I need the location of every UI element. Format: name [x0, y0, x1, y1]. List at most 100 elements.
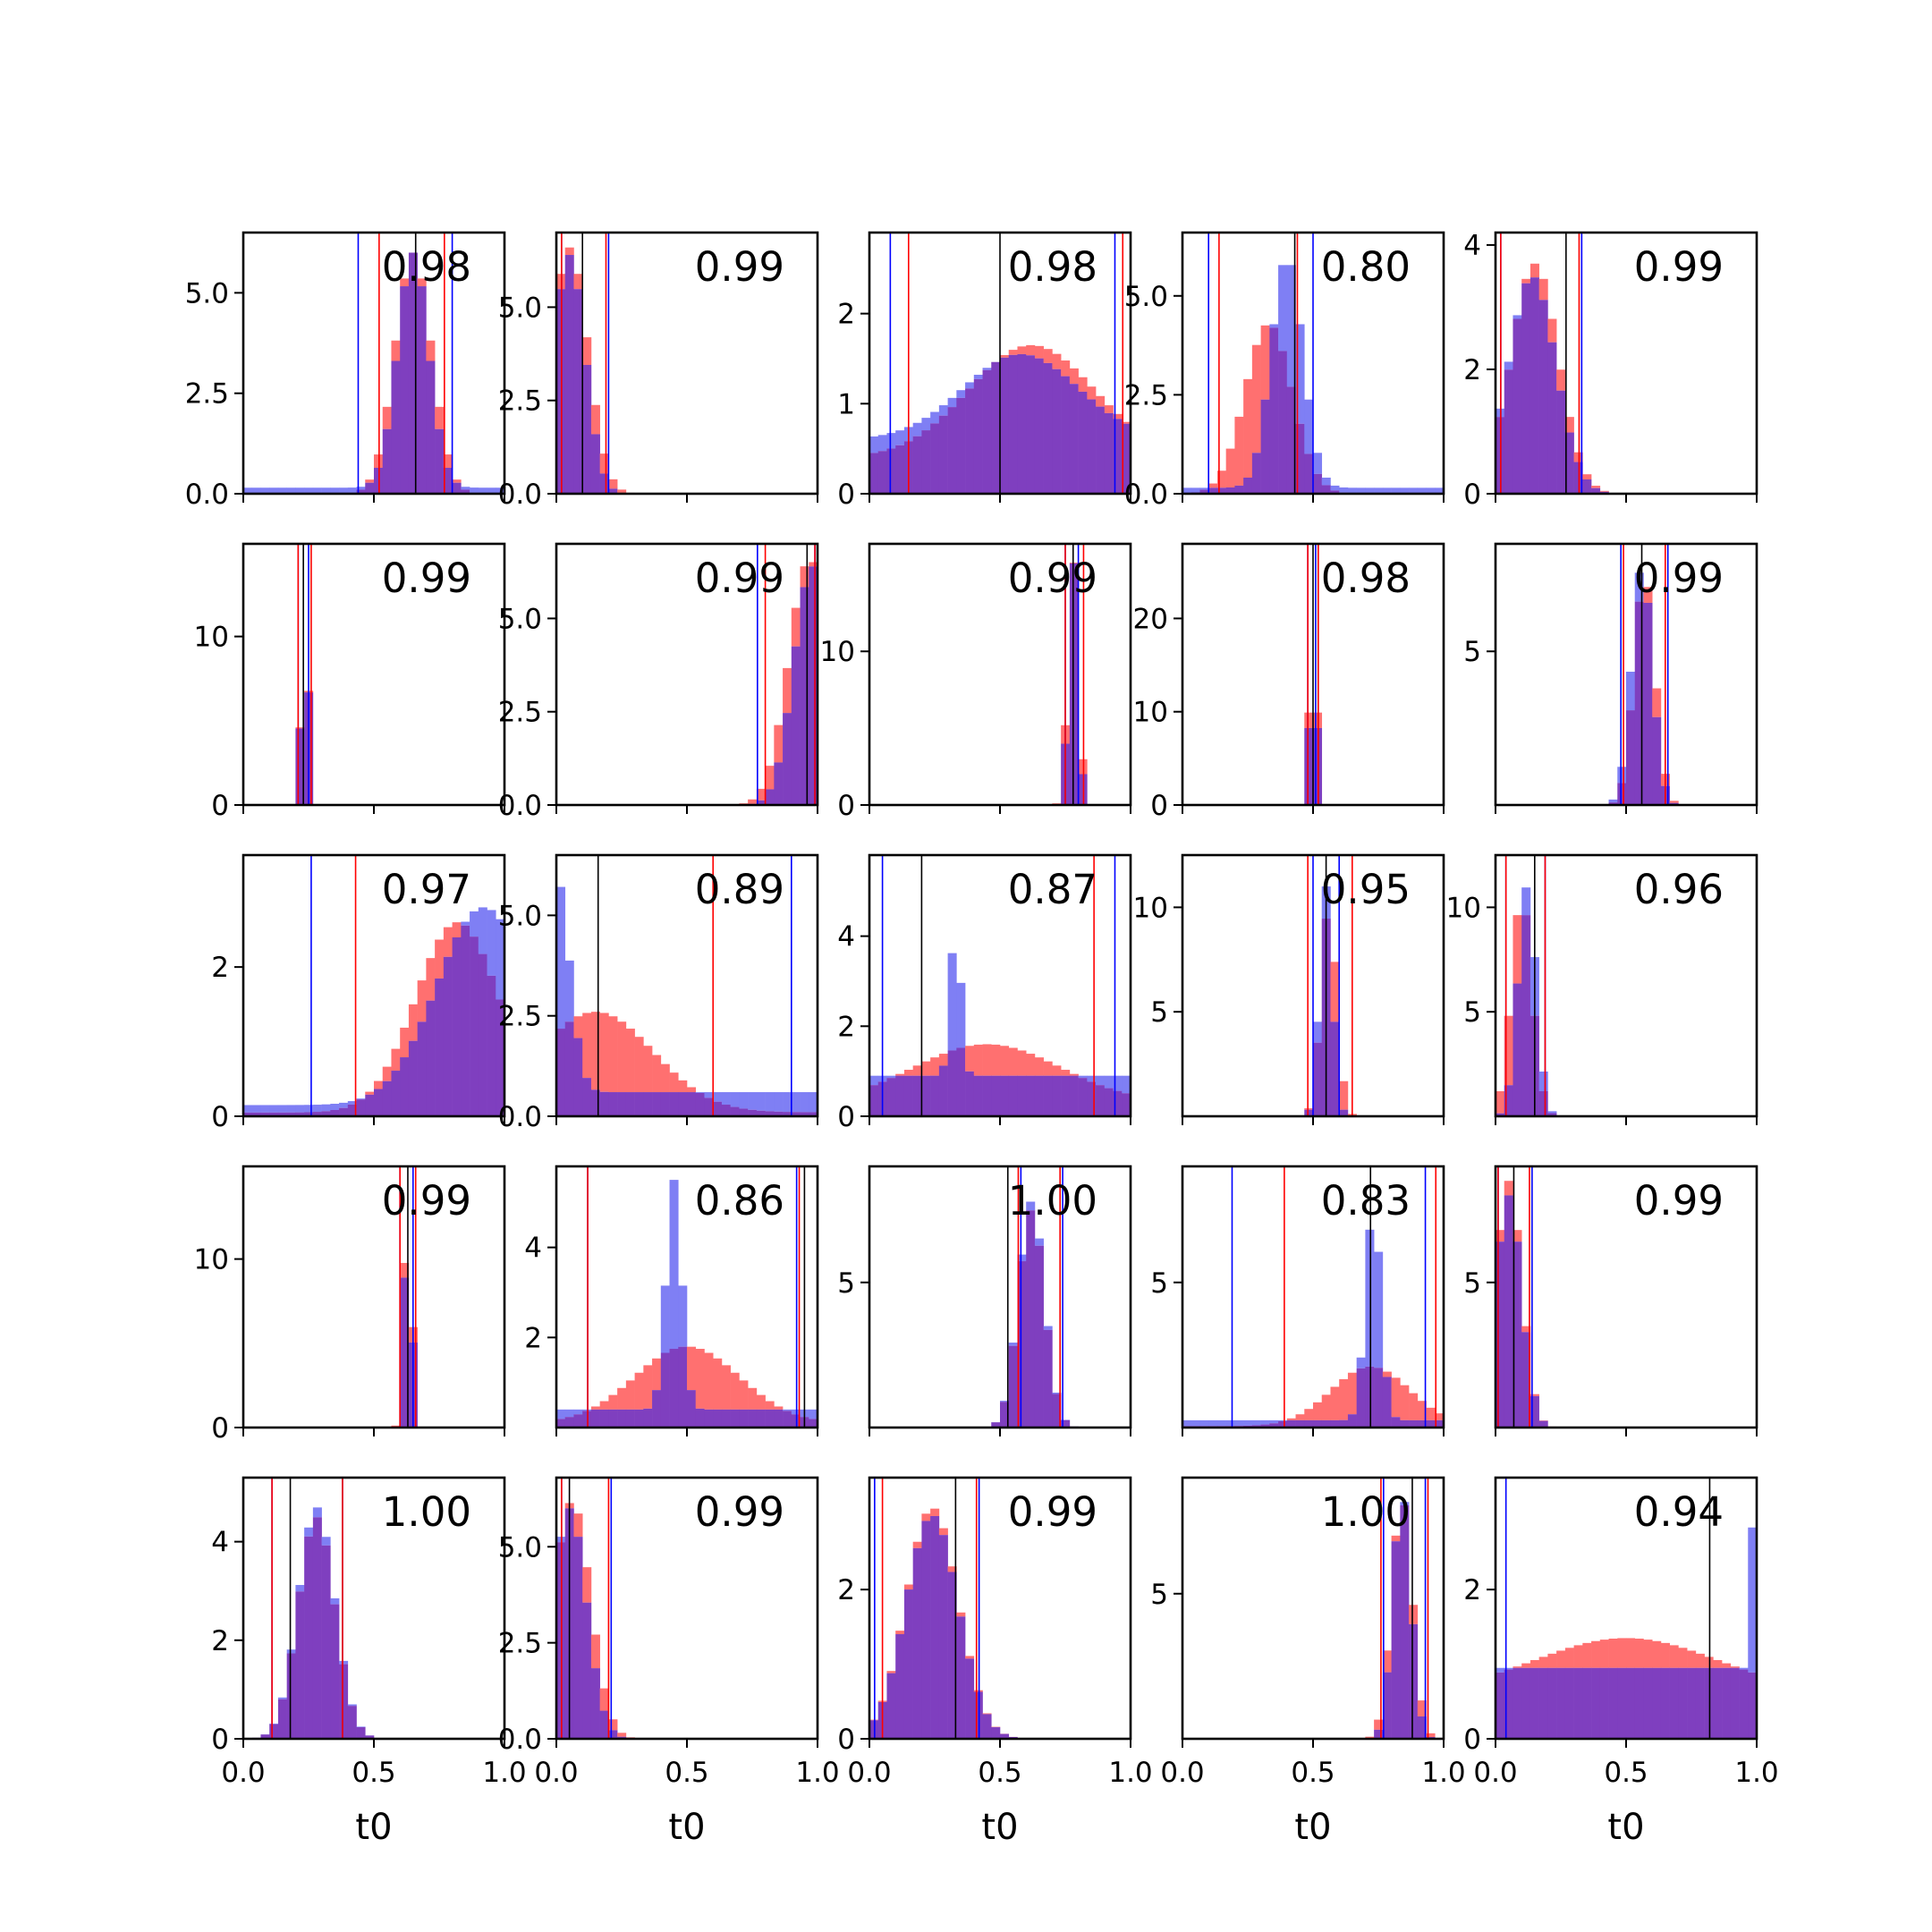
red-hist-bar [947, 1566, 957, 1572]
overlap-hist-bar [938, 1535, 948, 1739]
overlap-hist-bar [1304, 727, 1314, 805]
overlap-hist-bar [435, 428, 445, 494]
y-tick-label: 2.5 [498, 1628, 542, 1660]
overlap-hist-bar [938, 1065, 948, 1116]
overlap-hist-bar [930, 423, 940, 494]
overlap-hist-bar [608, 1409, 618, 1428]
y-tick-label: 2 [837, 1574, 855, 1606]
overlap-hist-bar [1087, 399, 1097, 494]
overlap-hist-bar [774, 1409, 784, 1428]
red-hist-bar [1634, 1639, 1644, 1668]
overlap-hist-bar [1043, 1075, 1053, 1116]
overlap-hist-bar [895, 445, 905, 494]
coverage-annotation: 0.89 [695, 866, 784, 913]
blue-hist-bar [260, 1105, 270, 1113]
y-tick-label: 4 [524, 1233, 542, 1265]
blue-hist-bar [1365, 487, 1375, 494]
subplot-r0-c0: 0.0 2.5 5.0 0.98 [185, 231, 506, 511]
red-hist-bar [660, 1063, 670, 1093]
red-hist-bar [1426, 1733, 1436, 1738]
red-hist-bar [1556, 369, 1566, 391]
red-hist-bar [912, 1065, 922, 1076]
y-tick-label: 10 [1446, 892, 1481, 924]
overlap-hist-bar [625, 1092, 635, 1116]
overlap-hist-bar [713, 1101, 723, 1116]
red-hist-bar [809, 562, 818, 567]
overlap-hist-bar [965, 388, 975, 494]
blue-hist-bar [1748, 1527, 1758, 1673]
red-hist-bar [748, 1387, 758, 1410]
overlap-hist-bar [1521, 283, 1531, 494]
coverage-annotation: 0.99 [382, 1177, 471, 1224]
blue-hist-bar [1538, 1072, 1548, 1091]
overlap-hist-bar [1582, 479, 1592, 494]
red-hist-bar [783, 667, 792, 714]
overlap-hist-bar [877, 451, 887, 494]
overlap-hist-bar [478, 953, 487, 1116]
red-hist-bar [1599, 490, 1609, 492]
red-hist-bar [912, 1541, 922, 1548]
blue-hist-bar [295, 1105, 305, 1113]
overlap-hist-bar [260, 1734, 270, 1739]
red-hist-bar [1330, 1386, 1340, 1420]
overlap-hist-bar [1617, 783, 1627, 805]
red-hist-bar [1513, 1666, 1522, 1668]
overlap-hist-bar [634, 1409, 644, 1428]
red-hist-bar [895, 1631, 905, 1635]
y-tick-label: 4 [211, 1527, 229, 1559]
subplot-r0-c1: 0.0 2.5 5.0 0.99 [498, 231, 819, 511]
overlap-hist-bar [1008, 354, 1018, 494]
red-hist-bar [1000, 1046, 1010, 1076]
overlap-hist-bar [687, 1092, 697, 1116]
overlap-hist-bar [304, 1112, 314, 1116]
overlap-hist-bar [1356, 1368, 1366, 1428]
overlap-hist-bar [748, 1409, 758, 1428]
overlap-hist-bar [1713, 1667, 1723, 1739]
blue-hist-bar [243, 487, 253, 494]
overlap-hist-bar [739, 1108, 749, 1116]
overlap-hist-bar [590, 1409, 600, 1428]
red-hist-bar [1496, 1090, 1505, 1114]
overlap-hist-bar [678, 1092, 688, 1116]
red-hist-bar [391, 1425, 401, 1427]
blue-hist-bar [286, 1105, 296, 1113]
blue-hist-bar [1504, 361, 1513, 370]
overlap-hist-bar [1078, 391, 1088, 494]
overlap-hist-bar [564, 1021, 574, 1116]
overlap-hist-bar [1660, 1667, 1670, 1739]
red-hist-bar [1564, 417, 1574, 433]
overlap-hist-bar [704, 1409, 714, 1428]
red-hist-bar [1722, 1663, 1732, 1668]
red-hist-bar [643, 1365, 653, 1409]
red-hist-bar [921, 1513, 931, 1521]
overlap-hist-bar [1591, 1667, 1601, 1739]
subplot-r4-c1: 0.0 2.5 5.0 0.0 0.5 1.0 0.99 t0 [498, 1476, 840, 1848]
overlap-hist-bar [1426, 1419, 1436, 1428]
coverage-annotation: 1.00 [1321, 1488, 1411, 1536]
overlap-hist-bar [573, 289, 583, 494]
coverage-annotation: 0.99 [1634, 243, 1724, 291]
blue-hist-bar [556, 1409, 566, 1419]
overlap-hist-bar [365, 1094, 375, 1116]
overlap-hist-bar [991, 361, 1001, 494]
overlap-hist-bar [1243, 477, 1253, 494]
blue-hist-bar [1078, 1075, 1088, 1079]
red-hist-bar [1008, 1047, 1018, 1076]
blue-hist-bar [869, 436, 879, 453]
red-hist-bar [625, 1380, 635, 1410]
overlap-hist-bar [1730, 1667, 1740, 1739]
overlap-hist-bar [652, 1092, 662, 1116]
blue-hist-bar [1374, 487, 1384, 494]
blue-hist-bar [347, 487, 357, 493]
coverage-annotation: 0.99 [1634, 1177, 1724, 1224]
red-hist-bar [965, 1656, 975, 1659]
y-tick-label: 2.5 [498, 1001, 542, 1033]
red-hist-bar [1669, 1645, 1679, 1668]
overlap-hist-bar [1573, 462, 1583, 494]
overlap-hist-bar [973, 1691, 983, 1739]
overlap-hist-bar [1113, 419, 1123, 494]
red-hist-bar [634, 1037, 644, 1093]
overlap-hist-bar [330, 1604, 340, 1739]
subplot-r3-c2: 51.00 [837, 1165, 1132, 1436]
red-hist-bar [973, 1690, 983, 1692]
